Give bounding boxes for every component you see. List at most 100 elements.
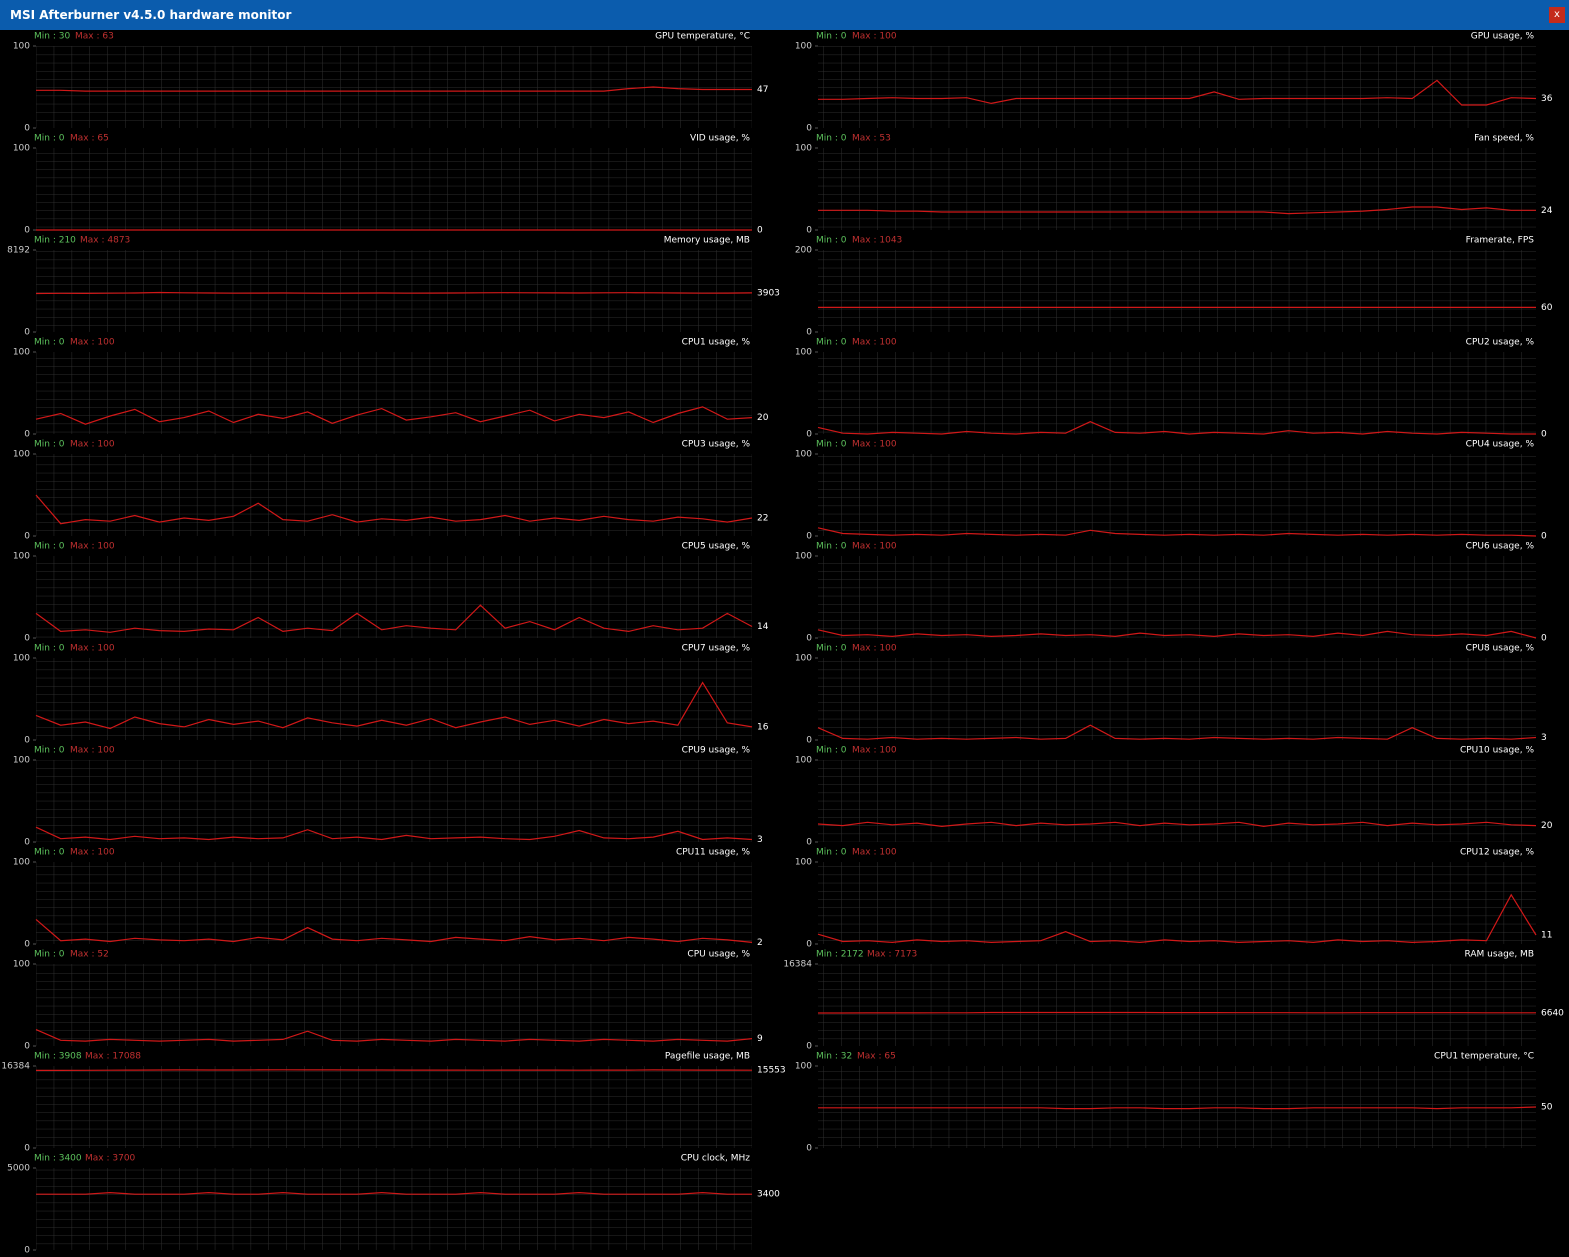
max-label: Max : 1043 [852,236,902,246]
graph-title: Memory usage, MB [664,236,750,246]
min-label: Min : 0 [816,236,847,246]
y-tick-label: 0 [806,430,812,440]
y-tick-label: 100 [795,1062,812,1072]
current-value: 36 [1541,94,1553,104]
data-line [818,79,1537,106]
current-value: 15553 [757,1066,786,1076]
data-line [35,826,753,841]
graph-title: CPU usage, % [687,950,750,960]
y-tick-label: 100 [795,348,812,358]
max-label: Max : 100 [852,746,897,756]
min-label: Min : 0 [816,440,847,450]
graph-title: Framerate, FPS [1466,236,1535,246]
graph-title: CPU1 temperature, °C [1434,1052,1534,1062]
y-tick-label: 0 [806,838,812,848]
current-value: 3 [1541,733,1547,743]
y-tick-label: 0 [24,532,30,542]
plot-area [818,148,1536,230]
current-value: 14 [757,622,769,632]
y-tick-label: 0 [806,1144,812,1154]
max-label: Max : 7173 [867,950,917,960]
graph-title: CPU6 usage, % [1466,542,1535,552]
plot-area [818,862,1536,944]
plot-area [818,250,1536,332]
max-label: Max : 3700 [85,1154,136,1164]
current-value: 0 [1541,634,1547,644]
min-label: Min : 0 [816,32,847,42]
y-tick-label: 0 [806,736,812,746]
data-line [36,86,752,92]
max-label: Max : 100 [70,440,115,450]
data-line [35,406,753,425]
graph-title: CPU1 usage, % [682,338,751,348]
min-label: Min : 0 [816,134,847,144]
plot-area [36,250,752,332]
data-line [818,206,1536,215]
data-line [35,1029,753,1042]
max-label: Max : 100 [852,644,897,654]
y-tick-label: 0 [24,1246,30,1256]
y-tick-label: 0 [806,940,812,950]
max-label: Max : 100 [70,746,115,756]
max-label: Max : 53 [852,134,891,144]
y-tick-label: 0 [806,124,812,134]
current-value: 20 [1541,821,1553,831]
y-tick-label: 16384 [783,960,812,970]
data-line [818,1011,1536,1014]
y-tick-label: 0 [24,124,30,134]
min-label: Min : 0 [34,644,65,654]
current-value: 3 [757,835,763,845]
plot-area [36,862,752,944]
data-line [35,494,753,525]
plot-area [818,964,1536,1046]
y-tick-label: 0 [806,328,812,338]
min-label: Min : 0 [34,338,65,348]
y-tick-label: 0 [806,226,812,236]
close-button[interactable]: x [1549,7,1565,23]
y-tick-label: 0 [24,430,30,440]
max-label: Max : 100 [852,32,897,42]
graph-title: CPU11 usage, % [676,848,750,858]
min-label: Min : 0 [816,644,847,654]
y-tick-label: 100 [13,654,30,664]
graph-title: CPU5 usage, % [682,542,751,552]
plot-area [36,1066,752,1148]
graph-title: CPU8 usage, % [1466,644,1535,654]
monitor: Min : 30 Max : 63 GPU temperature, °C 0 100 4… [1,32,1564,1256]
current-value: 20 [757,413,769,423]
graph-title: RAM usage, MB [1465,950,1535,960]
max-label: Max : 52 [70,950,109,960]
y-tick-label: 0 [24,1144,30,1154]
y-tick-label: 0 [24,1042,30,1052]
y-tick-label: 0 [806,634,812,644]
min-label: Min : 0 [34,848,65,858]
plot-area [36,46,752,128]
y-tick-label: 100 [13,450,30,460]
min-label: Min : 0 [816,542,847,552]
y-tick-label: 100 [13,756,30,766]
graph-title: Pagefile usage, MB [665,1052,750,1062]
graph-title: CPU clock, MHz [681,1154,751,1164]
max-label: Max : 100 [852,338,897,348]
data-line [817,821,1537,828]
graph-title: VID usage, % [690,134,750,144]
min-label: Min : 30 [34,32,70,42]
plot-area [36,964,752,1046]
min-label: Min : 0 [34,134,65,144]
graph-title: Fan speed, % [1474,134,1534,144]
current-value: 50 [1541,1103,1553,1113]
graph-title: CPU9 usage, % [682,746,751,756]
max-label: Max : 100 [852,440,897,450]
current-value: 11 [1541,930,1552,940]
current-value: 22 [757,513,768,523]
y-tick-label: 5000 [7,1164,30,1174]
current-value: 3400 [757,1190,780,1200]
plot-area [36,352,752,434]
data-line [817,527,1537,537]
y-tick-label: 0 [24,838,30,848]
plot-area [818,658,1536,740]
y-tick-label: 100 [13,552,30,562]
min-label: Min : 210 [34,236,76,246]
plot-area [818,556,1536,638]
